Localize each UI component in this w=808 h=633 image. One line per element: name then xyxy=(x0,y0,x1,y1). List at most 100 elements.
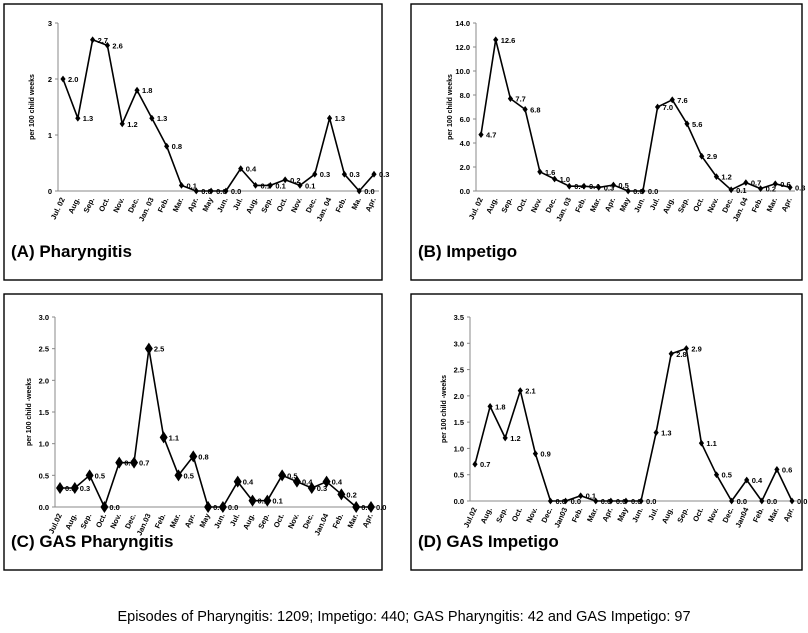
x-tick-label: Sep. xyxy=(494,506,509,524)
data-point-marker xyxy=(517,387,523,394)
data-point-marker xyxy=(487,402,493,410)
x-tick-label: Feb. xyxy=(570,506,585,524)
data-label: 0.5 xyxy=(618,181,628,190)
data-label: 1.2 xyxy=(127,120,137,129)
data-label: 0.2 xyxy=(346,490,356,499)
data-point-marker xyxy=(371,170,377,178)
panel-frame xyxy=(3,293,383,571)
data-label: 0.4 xyxy=(589,182,600,191)
data-label: 0.1 xyxy=(305,181,315,190)
data-point-marker xyxy=(669,96,675,104)
panel-title: (B) Impetigo xyxy=(418,242,518,261)
x-tick-label: Apr. xyxy=(779,196,793,213)
y-tick-label: 0.5 xyxy=(39,471,49,480)
x-tick-label: Feb. xyxy=(334,196,349,214)
data-point-marker xyxy=(159,431,168,444)
x-tick-label: Apr. xyxy=(781,506,795,523)
x-tick-label: Oct. xyxy=(691,196,705,213)
data-point-marker xyxy=(537,168,543,176)
data-point-marker xyxy=(522,106,528,113)
data-label: 0.3 xyxy=(65,484,75,493)
x-tick-label: Apr. xyxy=(600,506,614,523)
series-line xyxy=(480,38,791,192)
x-tick-label: Dec. xyxy=(721,506,736,524)
x-tick-label: Mar. xyxy=(585,506,600,523)
x-tick-label: Sep. xyxy=(676,196,691,214)
x-tick-label: Oct. xyxy=(515,196,529,213)
y-tick-label: 3.0 xyxy=(39,313,49,322)
data-label: 0.7 xyxy=(480,460,490,469)
data-point-marker xyxy=(90,36,96,44)
y-tick-label: 1.5 xyxy=(454,418,464,427)
y-axis-label: per 100 child -weeks xyxy=(441,375,448,443)
data-point-marker xyxy=(322,475,331,488)
data-label: 4.7 xyxy=(486,131,496,140)
data-label: 0.7 xyxy=(124,459,134,468)
data-label: 0.5 xyxy=(722,471,732,480)
data-point-marker xyxy=(757,185,764,192)
data-point-marker xyxy=(267,182,273,189)
data-point-marker xyxy=(115,456,124,469)
x-tick-label: Jul.02 xyxy=(462,506,479,529)
data-label: 0.1 xyxy=(736,186,746,195)
data-point-marker xyxy=(774,466,780,473)
x-tick-label: Jul. xyxy=(228,512,242,528)
panel-frame xyxy=(3,3,383,281)
data-label: 0.5 xyxy=(287,471,297,480)
data-point-marker xyxy=(134,86,140,94)
data-label: 0.4 xyxy=(243,478,254,487)
y-tick-label: 2.5 xyxy=(39,345,49,354)
x-tick-label: Aug. xyxy=(66,196,81,215)
x-tick-label: Dec. xyxy=(304,196,319,214)
data-point-marker xyxy=(278,469,287,482)
y-tick-label: 1.0 xyxy=(454,444,464,453)
x-tick-label: May xyxy=(201,195,216,213)
data-label: 5.6 xyxy=(692,120,702,129)
series-line xyxy=(62,38,375,192)
data-label: 0.1 xyxy=(186,181,196,190)
x-tick-label: Nov. xyxy=(524,506,539,524)
x-tick-label: Oct. xyxy=(94,512,108,529)
x-tick-label: Aug. xyxy=(479,506,494,525)
data-point-marker xyxy=(472,460,478,468)
x-tick-label: Mar. xyxy=(588,196,603,213)
chart-panel-gas-pharyngitis: 0.0 0.5 1.0 1.5 2.0 2.5 3.0 per 100 child -week… xyxy=(3,293,386,571)
data-label: 0.1 xyxy=(258,497,268,506)
data-point-marker xyxy=(292,475,301,488)
x-tick-label: Jun. xyxy=(630,506,645,524)
chart-svg-gas-impetigo: 0.0 0.5 1.0 1.5 2.0 2.5 3.0 3.5 per 100 child -w… xyxy=(410,293,807,571)
data-label: 7.0 xyxy=(663,103,673,112)
data-label: 0.2 xyxy=(766,185,776,194)
data-point-marker xyxy=(654,103,661,111)
y-tick-label: 14.0 xyxy=(455,19,470,28)
y-tick-label: 2.0 xyxy=(39,376,49,385)
x-tick-label: Aug. xyxy=(244,196,259,215)
data-label: 0.0 xyxy=(216,187,226,196)
data-label: 0.5 xyxy=(95,471,105,480)
data-label: 1.8 xyxy=(495,402,505,411)
data-point-marker xyxy=(743,179,749,186)
x-tick-label: Mar. xyxy=(765,196,780,213)
data-point-marker xyxy=(60,75,66,83)
x-tick-label: Dec. xyxy=(301,512,316,530)
data-point-marker xyxy=(698,439,705,447)
data-point-marker xyxy=(233,475,242,488)
x-tick-label: Feb. xyxy=(156,196,171,214)
data-point-marker xyxy=(713,173,720,180)
data-point-marker xyxy=(683,345,689,352)
data-label: 1.2 xyxy=(510,434,520,443)
data-label: 0.8 xyxy=(198,452,208,461)
data-label: 12.6 xyxy=(501,36,516,45)
x-tick-label: Dec. xyxy=(539,506,554,524)
data-label: 7.6 xyxy=(677,96,687,105)
x-tick-label: Apr. xyxy=(363,196,377,213)
data-label: 0.4 xyxy=(752,476,763,485)
x-tick-label: Aug. xyxy=(661,196,676,215)
figure-caption: Episodes of Pharyngitis: 1209; Impetigo:… xyxy=(117,609,691,625)
data-label: 2.8 xyxy=(676,350,686,359)
data-point-marker xyxy=(70,482,79,494)
data-label: 0.3 xyxy=(80,484,90,493)
data-point-marker xyxy=(729,497,735,505)
x-tick-label: Jul. 02 xyxy=(49,196,67,221)
